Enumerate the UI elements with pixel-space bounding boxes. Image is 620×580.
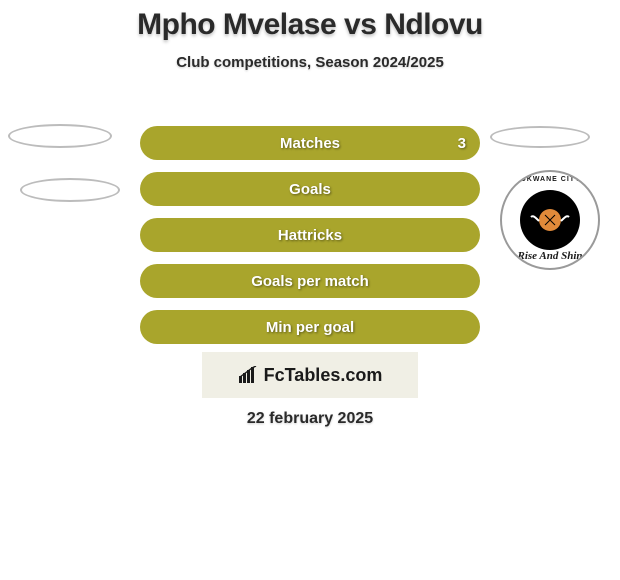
decor-ellipse	[20, 178, 120, 202]
stat-bar: Min per goal	[140, 310, 480, 344]
stat-bar: Goals per match	[140, 264, 480, 298]
bars-icon	[238, 366, 260, 384]
decor-ellipse	[490, 126, 590, 148]
footer-date: 22 february 2025	[0, 410, 620, 428]
club-badge-bottom-text: Rise And Shin	[502, 250, 598, 262]
branding-label: FcTables.com	[238, 365, 383, 386]
branding-text: FcTables.com	[264, 365, 383, 386]
club-badge-top-text: POLOKWANE CITY F.C	[502, 176, 598, 183]
page-subtitle: Club competitions, Season 2024/2025	[0, 54, 620, 71]
branding-box: FcTables.com	[202, 352, 418, 398]
club-badge: POLOKWANE CITY F.C Rise And Shin	[500, 170, 600, 270]
stat-bar: Hattricks	[140, 218, 480, 252]
stat-label: Matches	[280, 135, 340, 152]
stat-label: Min per goal	[266, 319, 354, 336]
stat-bar: Matches 3	[140, 126, 480, 160]
ball-icon	[527, 197, 573, 243]
stat-bar: Goals	[140, 172, 480, 206]
stat-label: Goals per match	[251, 273, 369, 290]
decor-ellipse	[8, 124, 112, 148]
stat-row: Min per goal	[0, 304, 620, 350]
stat-label: Goals	[289, 181, 331, 198]
club-badge-inner	[520, 190, 580, 250]
page-title: Mpho Mvelase vs Ndlovu	[0, 0, 620, 42]
stat-label: Hattricks	[278, 227, 342, 244]
stat-value-right: 3	[458, 135, 466, 152]
